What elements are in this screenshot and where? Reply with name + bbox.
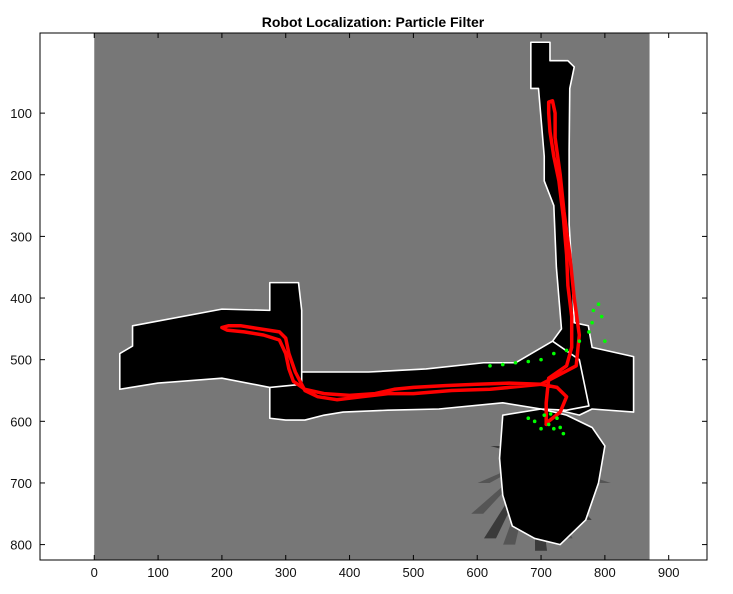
particle-point [552, 351, 556, 356]
y-tick-label: 200 [10, 168, 32, 183]
x-tick-label: 600 [466, 565, 488, 580]
particle-point [552, 426, 556, 431]
particle-point [532, 419, 537, 424]
particle-point [526, 359, 531, 364]
y-tick-label: 600 [10, 414, 32, 429]
y-tick-label: 400 [10, 291, 32, 306]
particle-point [564, 348, 569, 353]
plot-area [94, 33, 650, 560]
particle-point [548, 412, 553, 416]
particle-point [513, 360, 518, 365]
robot-trajectory [220, 99, 582, 427]
x-tick-label: 900 [658, 565, 680, 580]
y-tick-label: 800 [10, 538, 32, 553]
x-tick-label: 300 [275, 565, 297, 580]
free-region-bottom-hub [498, 408, 606, 546]
y-tick-label: 100 [10, 106, 32, 121]
particle-point [546, 422, 551, 427]
particle-point [539, 357, 543, 362]
free-region-left-room [118, 281, 303, 391]
y-tick-label: 700 [10, 476, 32, 491]
x-tick-label: 100 [147, 565, 169, 580]
particle-point [542, 413, 547, 417]
particle-point [603, 339, 607, 343]
particle-point [596, 302, 601, 307]
free-region-horizontal-corridor [268, 340, 590, 421]
particle-point [558, 425, 562, 430]
plot-content [94, 33, 650, 560]
x-tick-label: 700 [530, 565, 552, 580]
particle-point [590, 320, 594, 325]
x-tick-label: 0 [91, 565, 98, 580]
particle-point [539, 426, 543, 431]
particle-point [591, 308, 596, 313]
x-tick-label: 400 [339, 565, 361, 580]
particle-point [577, 339, 582, 343]
y-tick-label: 300 [10, 229, 32, 244]
x-tick-label: 200 [211, 565, 233, 580]
y-tick-label: 500 [10, 353, 32, 368]
particle-point [587, 330, 591, 334]
x-tick-label: 800 [594, 565, 616, 580]
particle-point [526, 416, 531, 421]
chart-title: Robot Localization: Particle Filter [262, 14, 485, 30]
particle-point [500, 362, 505, 367]
particle-point [561, 431, 566, 436]
particle-point [555, 416, 559, 421]
particle-point [488, 364, 492, 368]
x-tick-label: 500 [403, 565, 425, 580]
particle-point [599, 314, 604, 319]
axes-frame [39, 32, 708, 561]
scan-ray [477, 458, 535, 483]
axes: 0 100 200 300 400 500 600 700 800 900 100 200 300 400… [10, 32, 708, 580]
